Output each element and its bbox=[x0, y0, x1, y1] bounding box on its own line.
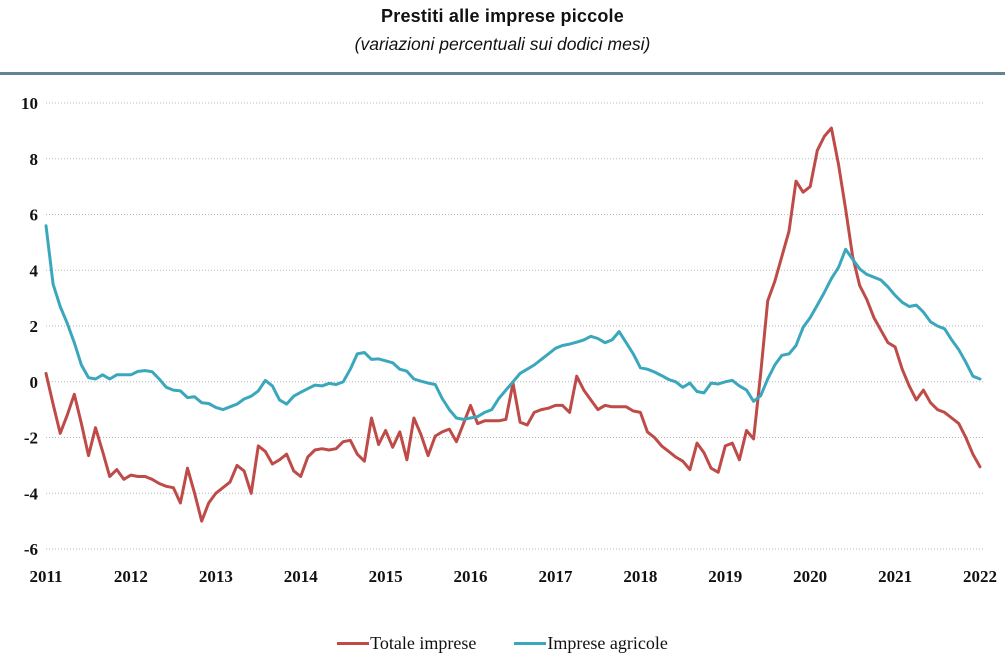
y-axis-tick-labels: 10 8 6 4 2 0 -2 -4 -6 bbox=[21, 94, 39, 559]
legend-item: Imprese agricole bbox=[514, 633, 668, 654]
x-tick-label: 2013 bbox=[199, 567, 233, 586]
x-tick-label: 2016 bbox=[454, 567, 488, 586]
y-tick-label: -4 bbox=[24, 484, 39, 503]
y-tick-label: 10 bbox=[21, 94, 38, 113]
y-tick-label: -2 bbox=[24, 429, 38, 448]
y-tick-label: 2 bbox=[30, 317, 39, 336]
data-series-lines bbox=[44, 126, 982, 523]
y-tick-label: 8 bbox=[30, 150, 39, 169]
chart-subtitle: (variazioni percentuali sui dodici mesi) bbox=[354, 34, 651, 54]
x-tick-label: 2012 bbox=[114, 567, 148, 586]
x-tick-label: 2017 bbox=[538, 567, 573, 586]
series-line-imprese-agricole bbox=[44, 224, 982, 421]
legend-label: Totale imprese bbox=[370, 633, 477, 653]
x-tick-label: 2021 bbox=[878, 567, 912, 586]
x-tick-label: 2018 bbox=[623, 567, 657, 586]
legend-line-swatch bbox=[514, 642, 547, 645]
legend-label: Imprese agricole bbox=[547, 633, 668, 653]
x-tick-label: 2019 bbox=[708, 567, 742, 586]
y-tick-label: -6 bbox=[24, 540, 38, 559]
x-tick-label: 2014 bbox=[284, 567, 319, 586]
x-tick-label: 2022 bbox=[963, 567, 997, 586]
x-tick-label: 2011 bbox=[29, 567, 62, 586]
title-divider-rule bbox=[0, 72, 1005, 75]
x-tick-label: 2015 bbox=[369, 567, 403, 586]
y-tick-label: 0 bbox=[30, 373, 39, 392]
y-tick-label: 6 bbox=[30, 206, 39, 225]
series-line-totale-imprese bbox=[44, 126, 982, 523]
x-tick-label: 2020 bbox=[793, 567, 827, 586]
x-axis-tick-labels: 2011 2012 2013 2014 2015 2016 2017 2018 2019 2020… bbox=[29, 567, 997, 586]
legend-line-swatch bbox=[337, 642, 370, 645]
legend-item: Totale imprese bbox=[337, 633, 476, 654]
gridlines bbox=[46, 102, 985, 550]
y-tick-label: 4 bbox=[30, 261, 39, 280]
chart-title: Prestiti alle imprese piccole bbox=[381, 6, 624, 26]
chart-legend: Totale imprese Imprese agricole bbox=[0, 633, 1005, 654]
